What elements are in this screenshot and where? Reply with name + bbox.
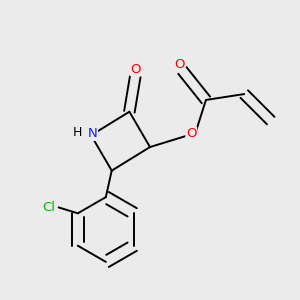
Text: N: N (88, 127, 98, 140)
Text: H: H (73, 126, 83, 139)
Text: O: O (186, 127, 196, 140)
Text: O: O (174, 58, 185, 71)
Text: Cl: Cl (42, 201, 55, 214)
Text: O: O (130, 62, 140, 76)
